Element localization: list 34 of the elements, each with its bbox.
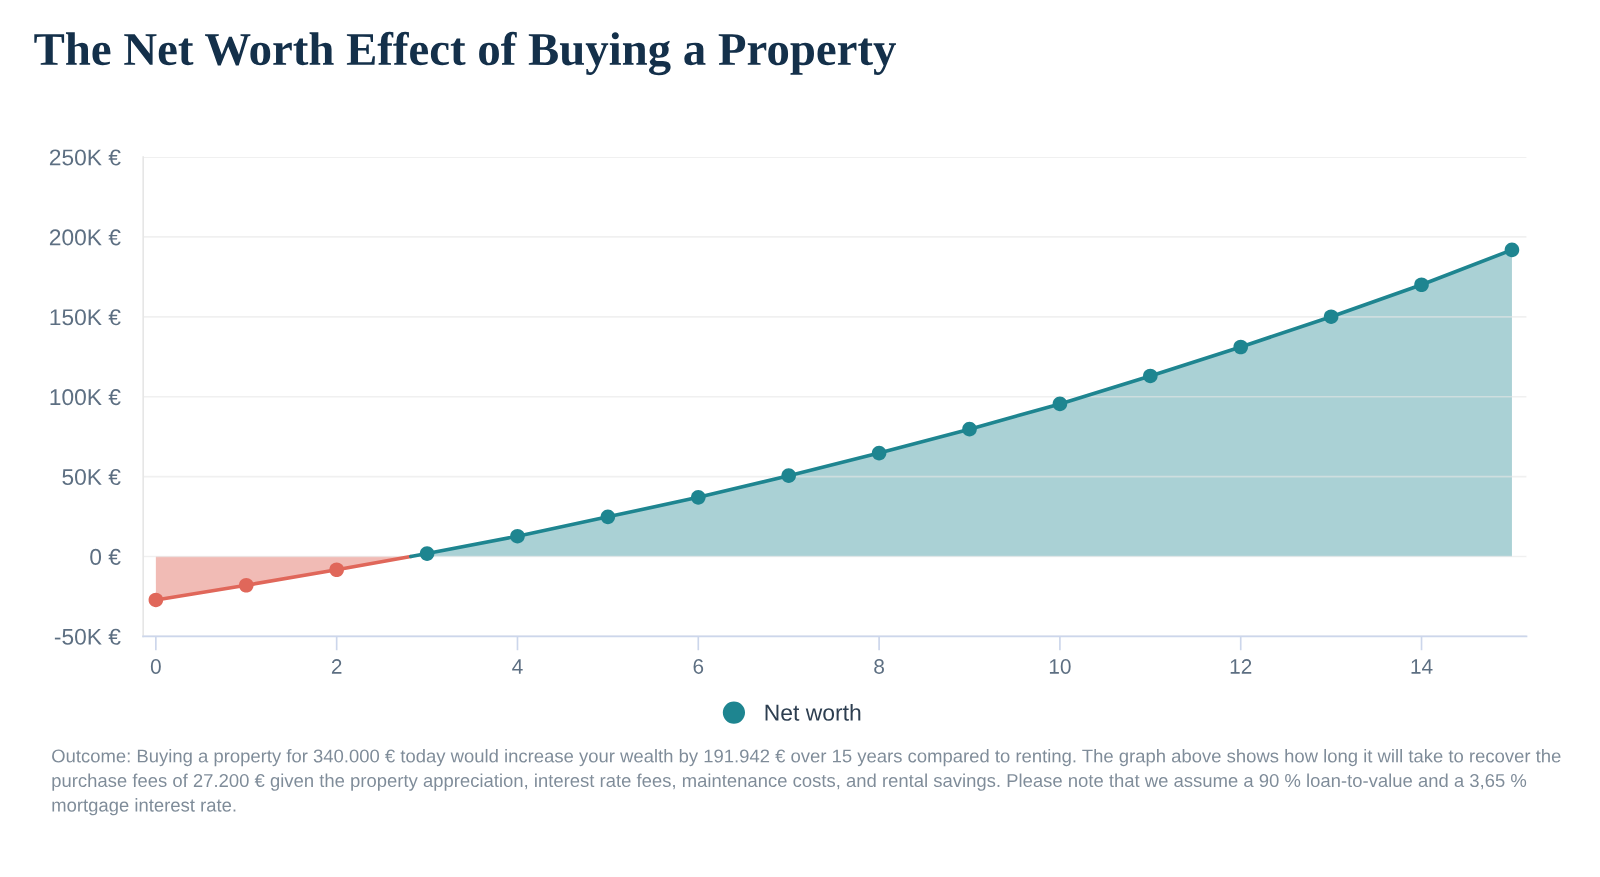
- point: [1323, 309, 1339, 324]
- point: [510, 528, 525, 544]
- x-tick-label: 12: [1230, 659, 1252, 674]
- point: [1143, 368, 1158, 384]
- x-tick-label: 4: [512, 659, 523, 674]
- point: [781, 468, 796, 483]
- y-tick-label: 250K €: [49, 149, 121, 166]
- legend-label: Net worth: [765, 703, 861, 721]
- point: [1233, 339, 1249, 355]
- point: [419, 546, 435, 561]
- point: [148, 592, 164, 608]
- point: [600, 509, 616, 525]
- x-tick-label: 6: [693, 659, 704, 674]
- x-tick-label: 14: [1411, 659, 1433, 674]
- point: [1504, 242, 1520, 258]
- point: [329, 562, 344, 578]
- y-tick-label: -50K €: [54, 628, 121, 645]
- y-tick-label: 150K €: [50, 309, 121, 326]
- point: [691, 490, 706, 505]
- x-tick-label: 10: [1049, 659, 1071, 674]
- y-tick-label: 50K €: [62, 468, 121, 486]
- point: [238, 577, 254, 593]
- x-tick-label: 2: [331, 659, 342, 674]
- y-tick-label: 200K €: [49, 229, 121, 246]
- point: [1052, 396, 1068, 412]
- chart-title: The Net Worth Effect of Buying a Property: [34, 31, 896, 76]
- y-tick-label: 100K €: [50, 389, 121, 406]
- x-tick-label: 8: [874, 659, 884, 674]
- point: [871, 445, 887, 461]
- point: [1414, 277, 1429, 293]
- y-tick-label: 0 €: [90, 548, 121, 565]
- point: [962, 421, 977, 437]
- text: Outcome: Buying a property for 340.000 € today would increase your wealth by 191.942 € over 15 years compared to renting. The graph above shows how long it will take to recover the purchase fees of 27.200 € given the property appreciation, interest rate fees, maintenance costs, and rental savings. Please note that we assume a 90 % loan-to-value and a 3,65 % mortgage interest rate.: [52, 748, 1561, 816]
- x-tick-label: 0: [150, 659, 161, 674]
